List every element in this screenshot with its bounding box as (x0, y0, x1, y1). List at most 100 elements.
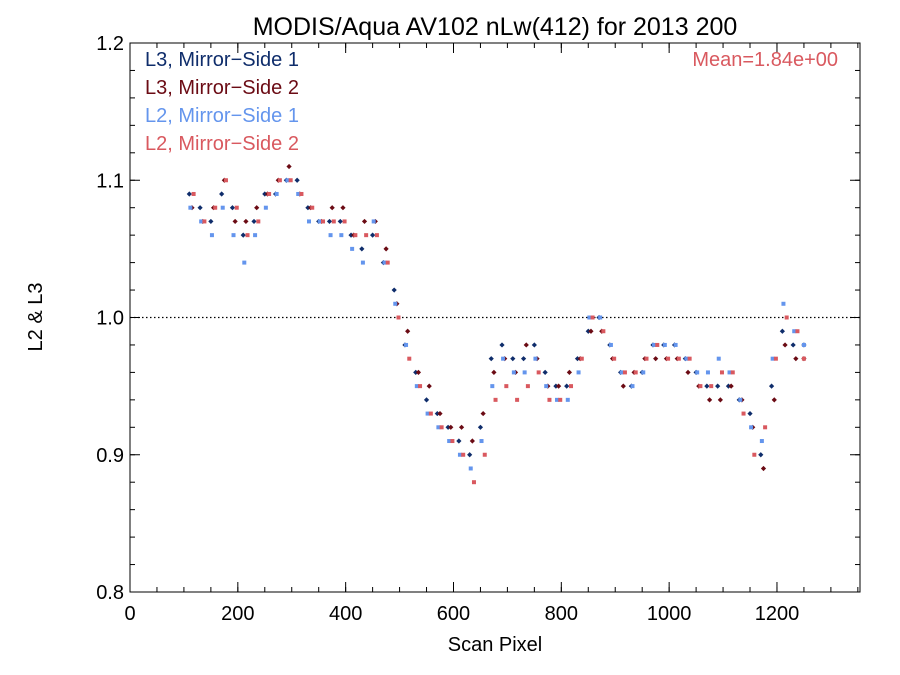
data-point (199, 219, 204, 224)
data-point (564, 383, 570, 389)
data-point (576, 370, 581, 375)
data-point (461, 452, 466, 457)
data-point (328, 233, 333, 238)
data-point (348, 232, 354, 238)
data-point (317, 219, 322, 224)
data-point (457, 452, 462, 457)
data-point (544, 384, 549, 389)
data-point (662, 342, 667, 347)
data-point (536, 370, 541, 375)
data-point (730, 370, 735, 375)
data-point (641, 370, 646, 375)
data-point (274, 191, 279, 196)
data-point (510, 356, 516, 362)
series-layer (186, 163, 807, 485)
data-point (299, 191, 304, 196)
data-point (339, 233, 344, 238)
data-point (350, 246, 355, 251)
data-point (504, 384, 509, 389)
data-point (208, 218, 214, 225)
data-point (782, 342, 788, 348)
data-point (598, 315, 603, 320)
data-point (329, 205, 335, 211)
data-point (253, 233, 258, 238)
data-point (501, 356, 506, 361)
data-point (439, 425, 444, 430)
data-point (558, 397, 563, 402)
data-point (590, 315, 595, 320)
data-point (285, 178, 290, 183)
data-point (191, 191, 196, 196)
data-point (371, 219, 376, 224)
data-point (234, 205, 239, 210)
data-point (770, 356, 775, 361)
data-point (262, 191, 268, 197)
data-point (286, 163, 292, 170)
data-point (684, 356, 689, 361)
data-point (364, 233, 369, 238)
data-point (469, 438, 475, 444)
data-point (533, 356, 538, 361)
data-point (749, 425, 754, 430)
data-point (425, 411, 430, 416)
legend-entry-l2-ms1: L2, Mirror−Side 1 (145, 105, 299, 127)
y-axis-label: L2 & L3 (25, 283, 47, 352)
data-point (633, 370, 638, 375)
data-point (288, 178, 293, 183)
legend-entry-l2-ms2: L2, Mirror−Side 2 (145, 133, 299, 155)
data-point (763, 425, 768, 430)
data-point (779, 328, 785, 334)
data-point (566, 369, 573, 375)
data-point (741, 411, 746, 416)
data-point (725, 383, 732, 389)
data-point (676, 356, 681, 361)
legend-entry-l3-ms1: L3, Mirror−Side 1 (145, 49, 299, 71)
y-tick-label: 1.0 (96, 308, 124, 330)
legend: L3, Mirror−Side 1 L3, Mirror−Side 2 L2, … (145, 49, 299, 155)
data-point (310, 205, 315, 210)
data-point (655, 342, 660, 347)
data-point (296, 191, 301, 196)
data-point (331, 219, 336, 224)
data-point (188, 205, 193, 210)
data-point (622, 370, 627, 375)
data-point (361, 218, 368, 225)
data-point (653, 356, 659, 362)
data-point (404, 342, 409, 347)
data-point (480, 410, 486, 417)
data-point (219, 191, 225, 197)
data-point (197, 205, 203, 211)
data-point (340, 205, 346, 211)
legend-entry-l3-ms2: L3, Mirror−Side 2 (145, 77, 299, 99)
data-point (321, 219, 326, 224)
data-point (231, 233, 236, 238)
data-point (620, 383, 626, 389)
data-point (220, 205, 225, 210)
data-point (644, 356, 649, 361)
data-point (223, 178, 228, 183)
data-point (445, 424, 451, 430)
data-point (773, 356, 778, 361)
data-point (760, 465, 767, 472)
data-point (499, 342, 505, 348)
data-point (531, 342, 537, 348)
data-point (695, 370, 700, 375)
data-point (795, 329, 800, 334)
data-point (588, 328, 594, 334)
data-point (277, 178, 282, 183)
data-point (305, 205, 311, 211)
data-point (413, 369, 419, 375)
data-point (619, 370, 624, 375)
data-point (418, 384, 423, 389)
data-point (263, 205, 268, 210)
data-point (709, 384, 714, 389)
data-point (792, 329, 797, 334)
data-point (687, 356, 692, 361)
data-point (565, 397, 570, 402)
data-point (587, 315, 592, 320)
data-point (630, 384, 635, 389)
data-point (396, 315, 401, 320)
data-point (790, 342, 796, 348)
data-point (245, 233, 250, 238)
y-axis-ticks: 0.8 0.9 1.0 1.1 1.2 (96, 33, 860, 604)
